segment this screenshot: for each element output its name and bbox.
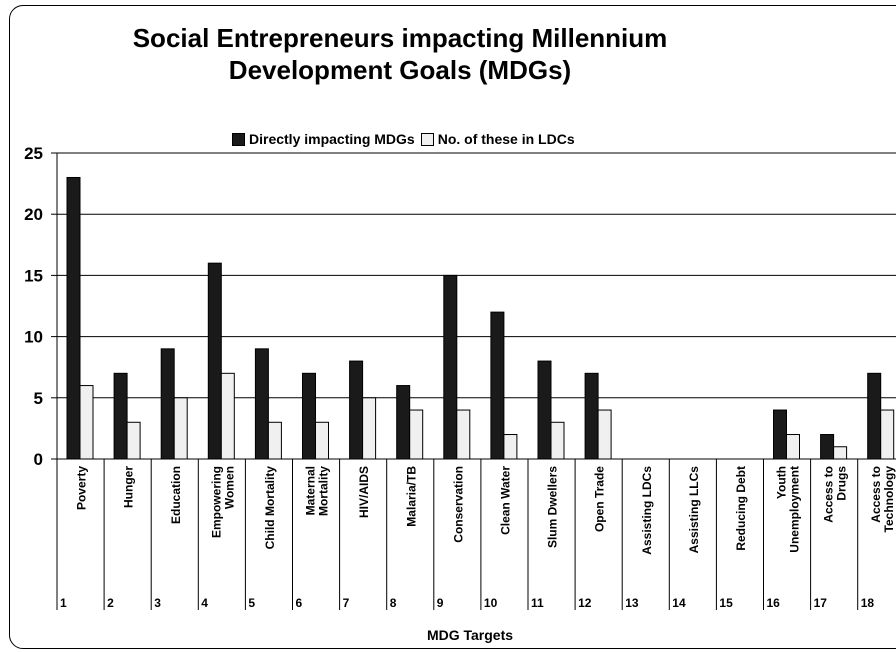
- y-tick-label: 0: [34, 450, 43, 469]
- bar-directly-impacting: [396, 385, 411, 460]
- y-tick-label: 5: [34, 389, 43, 408]
- bar-directly-impacting: [66, 176, 81, 460]
- bar-in-ldcs: [833, 446, 848, 460]
- bar-directly-impacting: [160, 348, 175, 460]
- category-label: Clean Water: [498, 466, 512, 535]
- y-tick-label: 15: [24, 266, 43, 285]
- category-label: Poverty: [75, 466, 89, 510]
- category-label: Empowering: [209, 466, 223, 538]
- category-number: 6: [296, 596, 303, 610]
- bar-in-ldcs: [362, 397, 377, 460]
- bar-in-ldcs: [503, 434, 518, 460]
- category-label: Malaria/TB: [404, 466, 418, 527]
- legend-swatch-directly: [232, 132, 245, 146]
- y-tick-label: 20: [24, 205, 43, 224]
- y-tick-label: 10: [24, 328, 43, 347]
- category-number: 18: [861, 596, 875, 610]
- category-number: 16: [767, 596, 781, 610]
- legend-swatch-ldcs: [420, 132, 434, 146]
- category-label: Access to: [822, 466, 836, 523]
- category-label: Drugs: [835, 466, 849, 501]
- category-label: HIV/AIDS: [357, 466, 371, 518]
- category-label: Conservation: [451, 466, 465, 543]
- bar-directly-impacting: [443, 274, 458, 460]
- bar-in-ldcs: [220, 372, 235, 460]
- category-number: 11: [531, 596, 544, 610]
- bar-directly-impacting: [537, 360, 552, 460]
- category-label: Open Trade: [593, 466, 607, 532]
- category-number: 8: [390, 596, 397, 610]
- category-number: 10: [484, 596, 498, 610]
- category-label: Assisting LLCs: [687, 466, 701, 554]
- category-number: 15: [719, 596, 733, 610]
- x-axis-label: MDG Targets: [426, 627, 514, 643]
- chart-title-line-2: Development Goals (MDGs): [228, 55, 572, 85]
- chart-legend: Directly impacting MDGs No. of these in …: [232, 131, 575, 147]
- bar-in-ldcs: [267, 421, 282, 460]
- bar-in-ldcs: [79, 385, 94, 460]
- category-number: 12: [578, 596, 592, 610]
- category-label: Unemployment: [788, 466, 802, 553]
- bar-in-ldcs: [550, 421, 565, 460]
- category-number: 4: [201, 596, 208, 610]
- category-number: 3: [154, 596, 161, 610]
- category-number: 2: [107, 596, 114, 610]
- category-label: Women: [222, 466, 236, 509]
- bar-in-ldcs: [173, 397, 188, 460]
- bar-directly-impacting: [302, 372, 316, 460]
- category-number: 7: [343, 596, 350, 610]
- y-tick-label: 25: [24, 144, 43, 163]
- bar-directly-impacting: [867, 372, 882, 460]
- bar-directly-impacting: [820, 434, 835, 460]
- legend-label-ldcs: No. of these in LDCs: [437, 131, 575, 147]
- category-label: Hunger: [122, 466, 136, 508]
- bar-directly-impacting: [773, 409, 787, 460]
- category-number: 14: [672, 596, 686, 610]
- category-number: 1: [60, 596, 67, 610]
- category-label: Slum Dwellers: [546, 466, 560, 548]
- bar-directly-impacting: [349, 360, 364, 460]
- bar-in-ldcs: [597, 409, 612, 460]
- category-label: Youth: [775, 466, 789, 499]
- category-label: Education: [169, 466, 183, 524]
- bar-directly-impacting: [113, 372, 128, 460]
- category-label: Mortality: [317, 466, 331, 516]
- bar-directly-impacting: [584, 372, 599, 460]
- chart-title: Social Entrepreneurs impacting Millenniu…: [40, 22, 760, 86]
- bar-in-ldcs: [456, 409, 471, 460]
- category-number: 5: [248, 596, 255, 610]
- category-label: Child Mortality: [263, 466, 277, 550]
- bar-in-ldcs: [315, 421, 329, 460]
- category-number: 13: [625, 596, 639, 610]
- category-number: 17: [814, 596, 828, 610]
- category-label: Technology: [882, 466, 896, 533]
- chart-title-line-1: Social Entrepreneurs impacting Millenniu…: [132, 23, 668, 53]
- bar-in-ldcs: [786, 434, 800, 460]
- bar-directly-impacting: [207, 262, 222, 460]
- category-label: Assisting LDCs: [640, 466, 654, 555]
- category-label: Access to: [869, 466, 883, 523]
- legend-label-directly: Directly impacting MDGs: [249, 131, 415, 147]
- bar-directly-impacting: [490, 311, 505, 460]
- category-label: Maternal: [304, 466, 318, 515]
- category-number: 9: [437, 596, 444, 610]
- bar-in-ldcs: [880, 409, 895, 460]
- bar-in-ldcs: [126, 421, 141, 460]
- bar-directly-impacting: [254, 348, 269, 460]
- category-label: Reducing Debt: [734, 466, 748, 551]
- bar-in-ldcs: [409, 409, 424, 460]
